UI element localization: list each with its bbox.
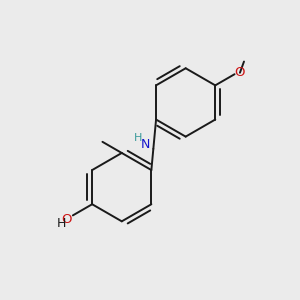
Text: O: O: [235, 66, 245, 79]
Text: N: N: [141, 138, 150, 151]
Text: H: H: [56, 217, 66, 230]
Text: H: H: [134, 133, 143, 143]
Text: O: O: [61, 213, 72, 226]
